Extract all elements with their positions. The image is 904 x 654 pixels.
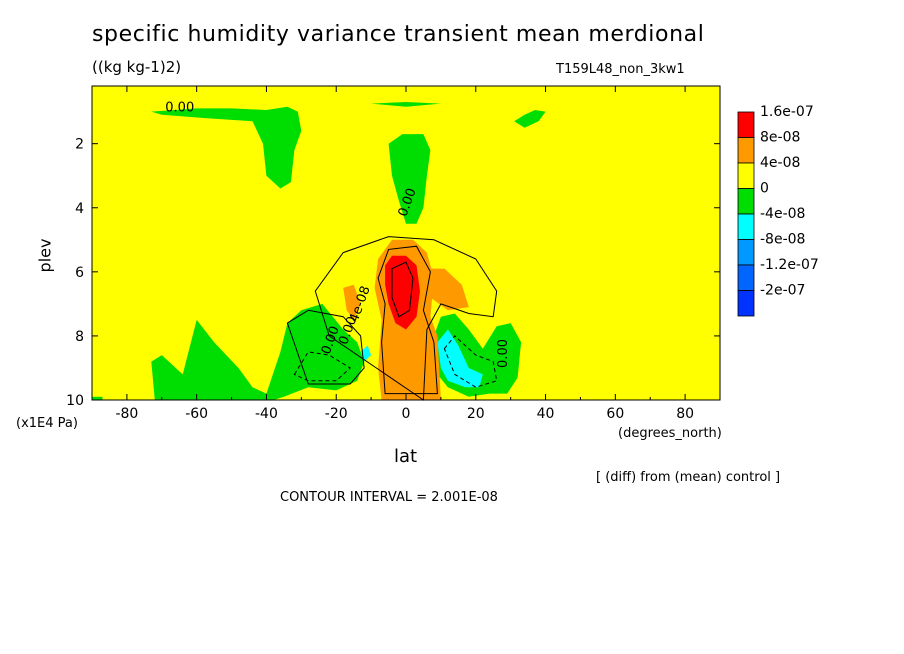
contour-lines: [286, 236, 498, 401]
x-axis-units: (degrees_north): [618, 426, 722, 441]
region-green-upper-right: [514, 110, 546, 128]
x-tick-label: -40: [255, 406, 278, 422]
region-green-upper-band: [371, 102, 441, 107]
legend-swatch: [737, 290, 755, 317]
x-tick-label: 20: [467, 406, 485, 422]
contour-line-left-negative: [293, 351, 352, 382]
color-legend: 1.6e-07 8e-08 4e-08 0 -4e-08 -8e-08 -1.2e-07 -2…: [737, 104, 819, 317]
region-green-lower-left: [151, 303, 365, 400]
y-tick-label: 6: [75, 265, 84, 281]
y-tick-label: 4: [75, 201, 84, 217]
legend-swatch: [737, 137, 755, 164]
region-cyan-lower-right: [437, 329, 483, 388]
contour-line-outer-positive: [314, 236, 498, 401]
axis-ticks: -80 -60 -40 -20 0 20 40 60 80 2 4 6 8 10: [66, 86, 721, 422]
legend-swatch: [737, 239, 755, 266]
legend-swatch: [737, 111, 755, 138]
legend-label: -2e-07: [760, 283, 805, 299]
region-green-left-edge: [92, 396, 103, 400]
contour-label: 0.00: [165, 101, 194, 116]
region-orange-left-lobe: [343, 284, 361, 320]
legend-label: -1.2e-07: [760, 257, 819, 273]
contour-interval: CONTOUR INTERVAL = 2.001E-08: [280, 490, 498, 505]
x-tick-label: -20: [325, 406, 348, 422]
x-tick-label: 40: [537, 406, 555, 422]
contour-label: 0.00: [496, 339, 511, 368]
run-label: T159L48_non_3kw1: [556, 62, 685, 77]
legend-label: -8e-08: [760, 232, 805, 248]
chart-units: ((kg kg-1)2): [92, 58, 182, 76]
region-orange-right-lobe: [426, 268, 469, 311]
legend-label: 0: [760, 181, 769, 197]
chart-title: specific humidity variance transient mea…: [92, 22, 705, 47]
legend-swatch: [737, 162, 755, 189]
legend-label: 4e-08: [760, 155, 800, 171]
region-green-upper-left: [151, 106, 302, 189]
contour-line-tower-inner: [377, 245, 438, 395]
difference-note: [ (diff) from (mean) control ]: [596, 470, 781, 485]
legend-label: 8e-08: [760, 130, 800, 146]
legend-label: 1.6e-07: [760, 104, 814, 120]
region-green-center-column: [388, 134, 431, 224]
contour-line-right-negative: [443, 335, 498, 388]
x-tick-label: 80: [676, 406, 694, 422]
legend-swatch: [737, 188, 755, 215]
x-tick-label: 60: [606, 406, 624, 422]
legend-swatch: [737, 213, 755, 240]
legend-label: -4e-08: [760, 206, 805, 222]
y-tick-label: 10: [66, 393, 84, 409]
y-tick-label: 8: [75, 329, 84, 345]
y-tick-label: 2: [75, 137, 84, 153]
x-tick-label: 0: [402, 406, 411, 422]
legend-swatch: [737, 264, 755, 291]
contour-field: [92, 86, 720, 400]
x-axis-label: lat: [394, 446, 418, 467]
x-tick-label: -80: [115, 406, 138, 422]
contour-line-left-zero: [286, 309, 365, 385]
contour-line-red-inner: [391, 261, 414, 318]
x-tick-label: -60: [185, 406, 208, 422]
y-axis-units: (x1E4 Pa): [16, 416, 78, 431]
